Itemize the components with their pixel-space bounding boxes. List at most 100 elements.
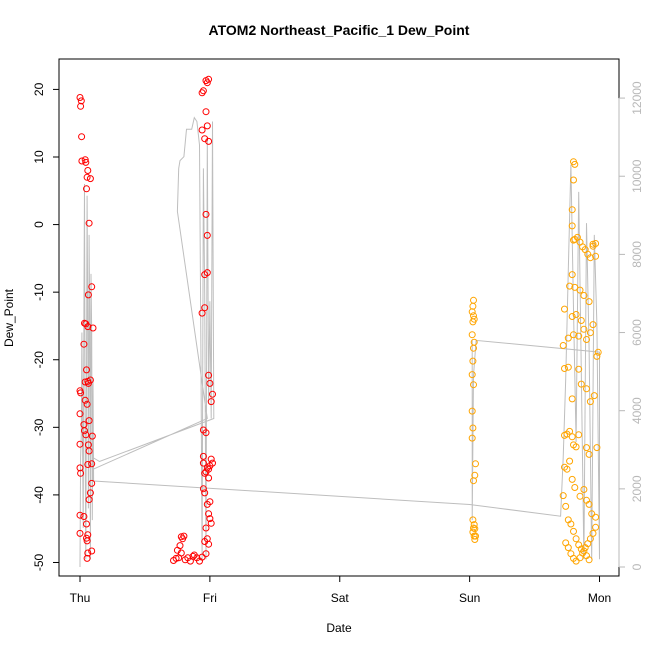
- data-point: [201, 469, 209, 477]
- y2-tick-label: 6000: [630, 319, 644, 346]
- data-point: [470, 344, 477, 352]
- data-point: [570, 527, 577, 535]
- data-point: [469, 424, 477, 432]
- data-point: [470, 477, 477, 485]
- data-point: [84, 291, 92, 299]
- data-point: [580, 486, 588, 493]
- data-point: [592, 252, 600, 260]
- data-point: [83, 400, 91, 408]
- data-point: [198, 553, 206, 561]
- data-point: [84, 323, 92, 331]
- data-point: [561, 305, 568, 313]
- data-point: [198, 126, 206, 134]
- plot-frame: [58, 58, 620, 577]
- data-point: [206, 515, 214, 523]
- data-point: [201, 135, 209, 143]
- data-point: [177, 533, 185, 541]
- data-point: [81, 427, 88, 435]
- data-point: [85, 417, 93, 425]
- data-point: [568, 313, 576, 320]
- y-tick-label: -10: [32, 283, 46, 301]
- data-point: [468, 407, 476, 415]
- data-point: [564, 334, 572, 342]
- data-point: [472, 460, 479, 468]
- data-point: [81, 156, 89, 164]
- data-point: [77, 97, 85, 105]
- data-point: [559, 342, 567, 349]
- data-point: [189, 552, 197, 560]
- data-point: [572, 443, 580, 451]
- data-point: [82, 431, 90, 439]
- data-point: [575, 332, 583, 340]
- data-point: [172, 554, 180, 562]
- data-point: [198, 89, 206, 97]
- data-point: [207, 519, 215, 527]
- data-point: [84, 167, 92, 174]
- data-point: [84, 379, 92, 387]
- data-point: [202, 77, 210, 85]
- data-point: [568, 206, 576, 214]
- y2-tick-label: 4000: [630, 397, 644, 424]
- data-point: [203, 535, 211, 543]
- data-point: [470, 532, 478, 540]
- data-point: [206, 498, 214, 506]
- data-point: [205, 510, 213, 518]
- y-axis-label: Dew_Point: [2, 288, 16, 347]
- data-point: [199, 459, 207, 467]
- series-line-0: [79, 116, 600, 568]
- data-point: [202, 108, 210, 116]
- data-point: [568, 222, 576, 230]
- data-point: [84, 549, 92, 557]
- data-point: [205, 465, 213, 473]
- data-point: [468, 308, 476, 316]
- data-point: [77, 389, 85, 397]
- data-point: [83, 366, 90, 374]
- data-point: [203, 122, 211, 130]
- data-point: [199, 87, 207, 95]
- data-point: [572, 311, 580, 318]
- data-point: [201, 304, 209, 312]
- y-tick-label: 0: [32, 221, 46, 228]
- data-point: [201, 489, 209, 497]
- data-point: [78, 133, 86, 141]
- data-point: [470, 296, 477, 304]
- data-point: [586, 254, 594, 262]
- data-point: [80, 340, 88, 348]
- data-point: [76, 529, 84, 537]
- data-point: [207, 455, 215, 463]
- data-point: [588, 510, 596, 518]
- data-point: [589, 321, 597, 329]
- data-point: [81, 396, 89, 404]
- y2-tick-label: 0: [630, 563, 644, 570]
- data-point: [589, 529, 597, 537]
- data-point: [575, 365, 583, 373]
- data-point: [586, 398, 594, 406]
- data-point: [76, 410, 84, 418]
- y-tick-label: 10: [32, 150, 46, 164]
- data-point: [568, 271, 576, 279]
- data-point: [78, 157, 86, 165]
- data-point: [202, 210, 210, 218]
- data-point: [564, 363, 572, 371]
- data-point: [585, 298, 593, 306]
- data-point: [579, 549, 587, 557]
- data-point: [580, 325, 588, 333]
- data-point: [86, 376, 94, 384]
- data-point: [559, 492, 567, 500]
- data-point: [563, 465, 571, 473]
- data-point: [590, 392, 598, 400]
- data-point: [176, 542, 184, 550]
- data-point: [88, 547, 96, 555]
- data-point: [593, 444, 601, 452]
- data-point: [468, 434, 476, 442]
- data-point: [202, 550, 210, 558]
- y-axis-right: 0 2000 4000 6000 8000 10000 12000: [618, 81, 644, 570]
- data-point: [207, 398, 215, 406]
- data-point: [568, 395, 576, 403]
- data-point: [570, 176, 577, 184]
- data-point: [76, 440, 84, 448]
- y2-tick-label: 10000: [630, 159, 644, 193]
- y-tick-label: -20: [32, 351, 46, 369]
- data-point: [568, 475, 576, 483]
